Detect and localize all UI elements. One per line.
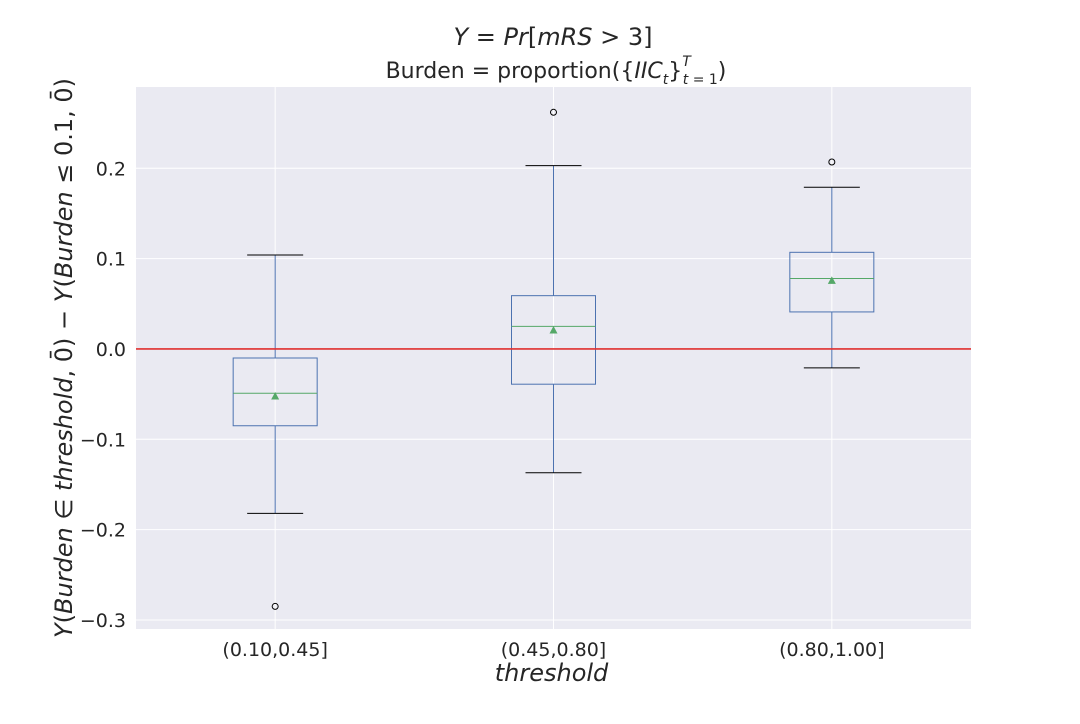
outlier-point — [550, 108, 557, 116]
box-group — [789, 158, 875, 369]
outlier-point — [271, 602, 279, 610]
y-tick-label: −0.2 — [80, 520, 126, 542]
y-tick-label: 0.2 — [96, 158, 126, 180]
x-tick-label: (0.45,0.80] — [501, 639, 606, 661]
y-axis-label: Y(Burden ∈ threshold, 0̄) − Y(Burden ≤ 0… — [49, 78, 78, 638]
box-iqr — [232, 357, 318, 427]
mean-marker — [271, 391, 280, 400]
box-iqr — [511, 295, 596, 385]
y-tick-label: −0.3 — [80, 610, 126, 632]
chart-title: Y = Pr[mRS > 3] — [453, 23, 652, 51]
x-tick-label: (0.10,0.45] — [222, 639, 327, 661]
box-iqr — [789, 251, 875, 313]
y-tick-label: 0.0 — [96, 339, 126, 361]
outlier-point — [828, 158, 836, 166]
mean-marker — [549, 325, 558, 334]
x-tick-label: (0.80,1.00] — [779, 639, 884, 661]
x-axis-label: threshold — [495, 659, 609, 687]
box-group — [511, 108, 596, 474]
y-tick-label: 0.1 — [96, 249, 126, 271]
mean-marker — [827, 276, 836, 284]
chart-subtitle: Burden = proportion({IICt}T t = 1) — [386, 54, 727, 88]
box-group — [232, 254, 318, 610]
y-tick-label: −0.1 — [80, 429, 126, 451]
